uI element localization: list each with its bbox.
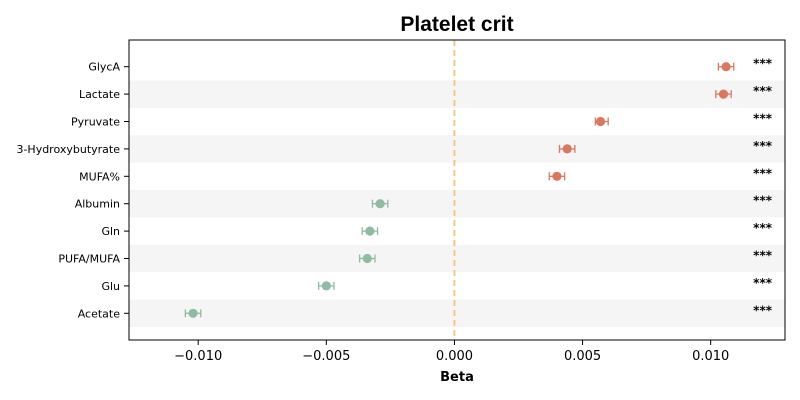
- plot-frame: [128, 39, 786, 341]
- data-point: [362, 253, 372, 264]
- row-stripes: [129, 80, 785, 327]
- significance-label: ***: [753, 112, 773, 126]
- y-tick-label: Gln: [101, 225, 120, 238]
- x-axis-label: Beta: [440, 370, 474, 385]
- significance-labels: *** *** *** *** *** *** *** *** *** ***: [753, 57, 773, 318]
- significance-label: ***: [753, 166, 773, 180]
- data-point: [595, 116, 606, 127]
- significance-label: ***: [753, 249, 773, 263]
- data-point: [375, 199, 385, 209]
- row-stripe: [129, 190, 785, 218]
- row-stripe: [129, 299, 785, 327]
- y-tick-label: Acetate: [78, 307, 121, 320]
- significance-label: ***: [753, 221, 773, 235]
- chart-title: Platelet crit: [400, 13, 513, 36]
- y-tick-label: MUFA%: [79, 170, 120, 183]
- significance-label: ***: [753, 303, 773, 317]
- data-point: [718, 89, 729, 99]
- x-tick-label: 0.000: [436, 349, 473, 364]
- data-point: [321, 281, 331, 291]
- x-tick-label: −0.005: [302, 349, 350, 364]
- data-point: [365, 226, 375, 236]
- data-point: [552, 171, 562, 181]
- y-tick-label: Albumin: [75, 198, 120, 211]
- significance-label: ***: [753, 57, 773, 71]
- y-tick-label: Lactate: [79, 88, 120, 101]
- significance-label: ***: [753, 194, 773, 208]
- significance-label: ***: [753, 276, 773, 290]
- data-point: [188, 308, 198, 318]
- data-point: [721, 62, 731, 72]
- y-tick-label: GlycA: [88, 61, 120, 74]
- x-tick-label: −0.010: [174, 349, 222, 364]
- row-stripe: [129, 135, 785, 163]
- significance-label: ***: [753, 84, 773, 98]
- x-tick-label: 0.005: [564, 349, 601, 364]
- y-tick-label: 3-Hydroxybutyrate: [16, 143, 120, 156]
- y-tick-label: Pyruvate: [71, 116, 120, 129]
- data-marks: [184, 62, 735, 318]
- significance-label: ***: [753, 139, 773, 153]
- x-axis: −0.010 −0.005 0.000 0.005 0.010: [174, 340, 729, 364]
- y-tick-label: Glu: [101, 280, 120, 293]
- y-axis-labels: GlycA Lactate Pyruvate 3-Hydroxybutyrate MUF…: [16, 61, 129, 320]
- data-point: [562, 144, 572, 154]
- row-stripe: [129, 80, 785, 108]
- y-tick-label: PUFA/MUFA: [58, 253, 120, 266]
- row-stripe: [129, 244, 785, 273]
- x-tick-label: 0.010: [692, 349, 729, 364]
